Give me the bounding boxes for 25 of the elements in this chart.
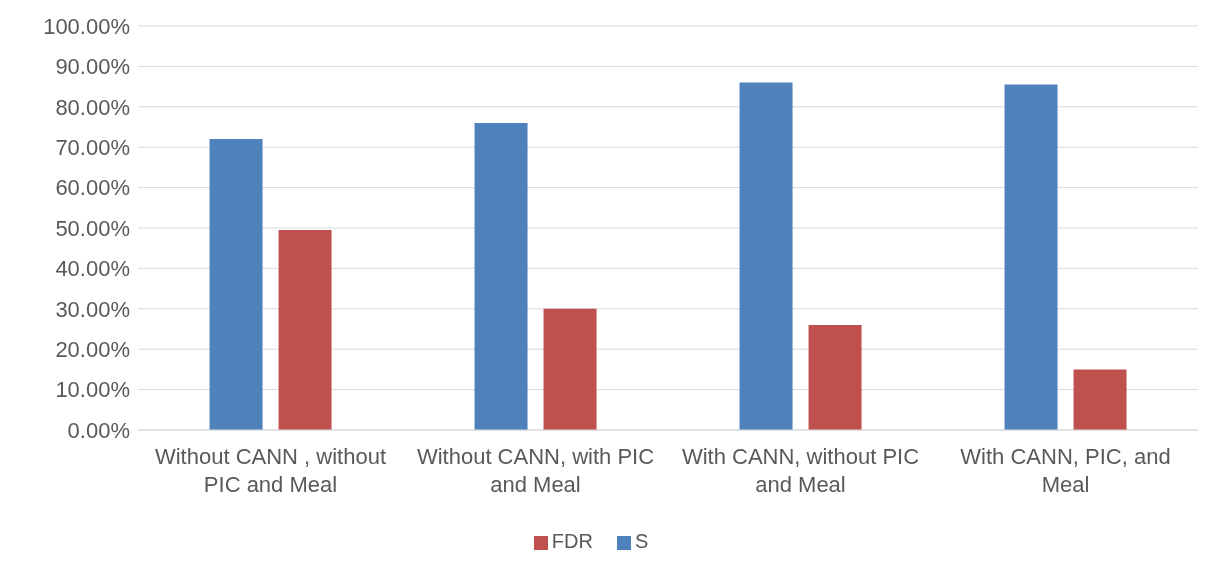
y-tick-label: 10.00% (55, 377, 130, 403)
y-tick-label: 90.00% (55, 54, 130, 80)
x-tick-label: With CANN, PIC, and Meal (960, 444, 1171, 497)
y-tick-label: 80.00% (55, 94, 130, 120)
y-tick-label: 70.00% (55, 135, 130, 161)
y-tick-label: 0.00% (67, 417, 130, 443)
y-tick-label: 100.00% (43, 13, 130, 39)
bar (1004, 84, 1058, 430)
y-tick-label: 50.00% (55, 215, 130, 241)
x-tick-label: With CANN, without PIC and Meal (681, 444, 920, 497)
bar (278, 230, 332, 430)
y-tick-label: 40.00% (55, 256, 130, 282)
bar (474, 122, 528, 430)
bar (739, 82, 793, 430)
bar (808, 324, 862, 430)
x-tick-label: Without CANN , without PIC and Meal (154, 444, 387, 497)
legend-label: S (634, 530, 649, 552)
y-tick-label: 20.00% (55, 337, 130, 363)
bar (1073, 369, 1127, 430)
x-tick-label: Without CANN, with PIC and Meal (416, 444, 655, 497)
y-tick-label: 60.00% (55, 175, 130, 201)
bar (543, 308, 597, 430)
legend-label: FDR (551, 530, 593, 552)
bar (209, 139, 263, 430)
y-tick-label: 30.00% (55, 296, 130, 322)
